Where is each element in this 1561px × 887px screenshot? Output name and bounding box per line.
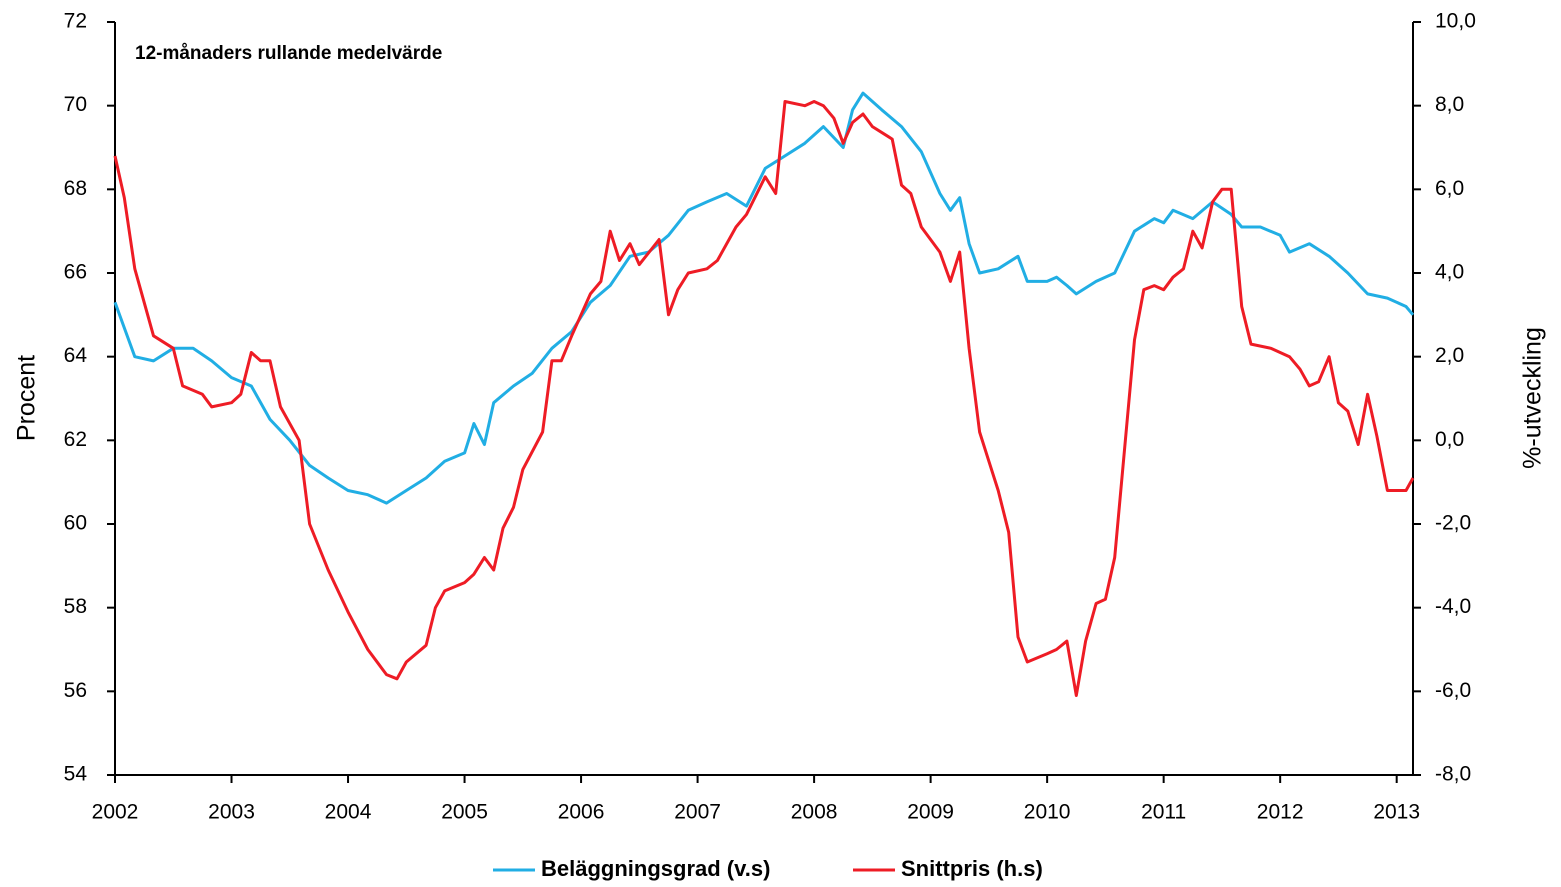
y-tick-label: 62 [64,428,87,451]
x-tick-label: 2010 [1024,801,1071,824]
y-tick-label: 60 [64,512,87,535]
y2-tick-label: -8,0 [1435,763,1471,786]
y2-tick-label: 8,0 [1435,93,1464,116]
y2-tick-label: 0,0 [1435,428,1464,451]
legend-label: Snittpris (h.s) [901,856,1043,881]
y2-tick-label: 2,0 [1435,344,1464,367]
y-tick-label: 72 [64,10,87,33]
y-tick-label: 66 [64,261,87,284]
y2-tick-label: -4,0 [1435,595,1471,618]
y-tick-label: 56 [64,679,87,702]
y-tick-label: 64 [64,344,88,367]
annotation: 12-månaders rullande medelvärde [135,43,442,64]
x-tick-label: 2006 [558,801,605,824]
x-tick-label: 2007 [674,801,721,824]
y2-tick-label: 6,0 [1435,177,1464,200]
x-tick-label: 2002 [92,801,139,824]
x-tick-label: 2005 [441,801,488,824]
y2-axis-label: %-utveckling [1519,327,1547,469]
y2-tick-label: 4,0 [1435,261,1464,284]
x-tick-label: 2012 [1257,801,1304,824]
x-tick-label: 2008 [791,801,838,824]
y2-tick-label: -2,0 [1435,512,1471,535]
y-tick-label: 58 [64,595,87,618]
y2-tick-label: -6,0 [1435,679,1471,702]
line [113,100,1415,697]
y-tick-label: 68 [64,177,87,200]
x-tick-label: 2013 [1373,801,1420,824]
y-axis-label: Procent [13,355,41,441]
y2-tick-label: 10,0 [1435,10,1476,33]
x-tick-label: 2011 [1141,801,1186,824]
x-tick-label: 2003 [208,801,255,824]
x-tick-label: 2004 [325,801,372,824]
legend-label: Beläggningsgrad (v.s) [541,856,770,881]
y-tick-label: 70 [64,93,87,116]
line [113,91,1415,505]
y-tick-label: 54 [64,763,88,786]
x-tick-label: 2009 [907,801,954,824]
